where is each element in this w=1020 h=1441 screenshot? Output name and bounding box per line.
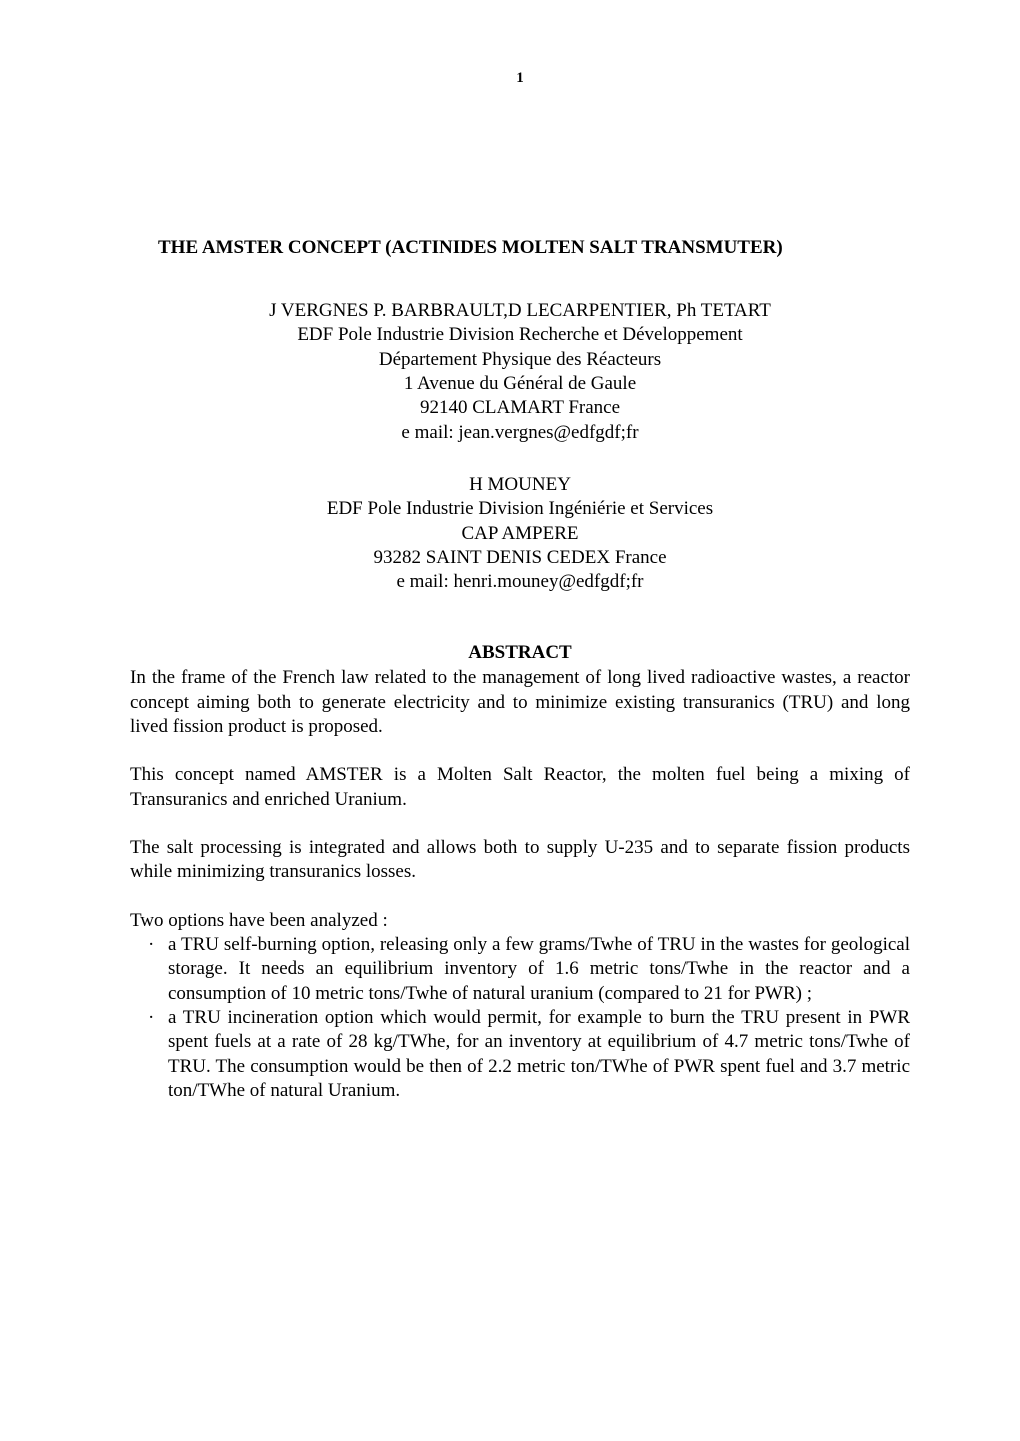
abstract-heading: ABSTRACT [130, 642, 910, 664]
author-block-2: H MOUNEY EDF Pole Industrie Division Ing… [130, 473, 910, 595]
list-item: a TRU self-burning option, releasing onl… [168, 933, 910, 1006]
abstract-paragraph-2: This concept named AMSTER is a Molten Sa… [130, 763, 910, 812]
authors-line: H MOUNEY [130, 473, 910, 497]
city-line: 92140 CLAMART France [130, 396, 910, 420]
affiliation-line: EDF Pole Industrie Division Ingéniérie e… [130, 497, 910, 521]
authors-line: J VERGNES P. BARBRAULT,D LECARPENTIER, P… [130, 299, 910, 323]
abstract-paragraph-1: In the frame of the French law related t… [130, 666, 910, 739]
address-line: 1 Avenue du Général de Gaule [130, 372, 910, 396]
email-line: e mail: jean.vergnes@edfgdf;fr [130, 421, 910, 445]
options-intro: Two options have been analyzed : [130, 909, 910, 933]
options-list: a TRU self-burning option, releasing onl… [130, 933, 910, 1103]
author-block-1: J VERGNES P. BARBRAULT,D LECARPENTIER, P… [130, 299, 910, 445]
affiliation-line: EDF Pole Industrie Division Recherche et… [130, 323, 910, 347]
list-item: a TRU incineration option which would pe… [168, 1006, 910, 1103]
paper-title: THE AMSTER CONCEPT (ACTINIDES MOLTEN SAL… [130, 237, 910, 259]
email-line: e mail: henri.mouney@edfgdf;fr [130, 570, 910, 594]
address-line: 93282 SAINT DENIS CEDEX France [130, 546, 910, 570]
page-number: 1 [130, 70, 910, 87]
department-line: Département Physique des Réacteurs [130, 348, 910, 372]
department-line: CAP AMPERE [130, 522, 910, 546]
abstract-paragraph-3: The salt processing is integrated and al… [130, 836, 910, 885]
